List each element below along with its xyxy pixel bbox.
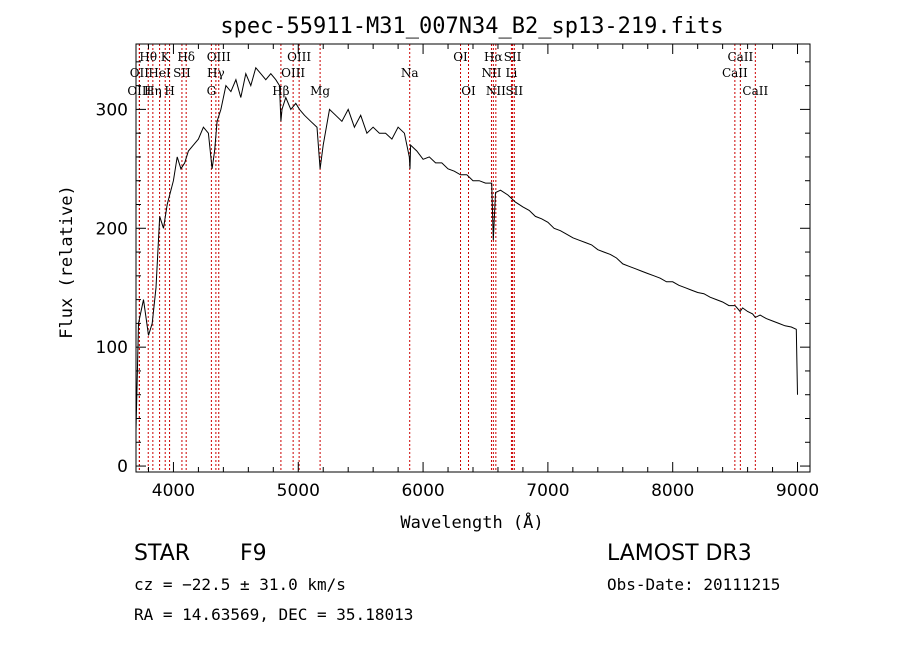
spectral-line-label: OIII bbox=[207, 50, 231, 64]
spectral-line-label: NII bbox=[481, 66, 501, 80]
survey-name: LAMOST DR3 bbox=[607, 541, 752, 566]
spectral-line-label: NII bbox=[486, 84, 506, 98]
x-tick-label: 9000 bbox=[776, 481, 819, 501]
y-axis-label: Flux (relative) bbox=[57, 185, 77, 339]
redshift-cz: cz = −22.5 ± 31.0 km/s bbox=[134, 575, 346, 594]
x-tick-label: 4000 bbox=[152, 481, 195, 501]
spectral-line-label: OIII bbox=[127, 84, 151, 98]
object-class: STAR bbox=[134, 541, 190, 566]
object-subclass: F9 bbox=[240, 541, 267, 566]
spectral-line-label: Li bbox=[506, 66, 518, 80]
plot-frame bbox=[135, 43, 811, 473]
spectral-line-label: CaII bbox=[742, 84, 768, 98]
y-tick-label: 100 bbox=[96, 338, 128, 358]
spectral-line-label: OII bbox=[130, 66, 150, 80]
spectral-line-label: OIII bbox=[287, 50, 311, 64]
spectrum-series bbox=[135, 66, 798, 431]
spectral-line-label: Na bbox=[401, 66, 419, 80]
spectral-line-label: Hβ bbox=[272, 84, 289, 98]
spectral-line-label: OI bbox=[453, 50, 468, 64]
spectral-line-label: G bbox=[207, 84, 217, 98]
spectral-line-label: SII bbox=[173, 66, 191, 80]
x-tick-label: 7000 bbox=[526, 481, 569, 501]
y-tick-label: 0 bbox=[117, 457, 128, 477]
spectral-line-label: Hη bbox=[144, 84, 162, 98]
y-tick-label: 300 bbox=[96, 100, 128, 120]
x-axis-ticks: 4000 5000 6000 7000 8000 9000 bbox=[147, 44, 819, 501]
spectral-line-label: Mg bbox=[310, 84, 330, 98]
spectral-line-markers bbox=[138, 44, 756, 472]
chart-title: spec-55911-M31_007N34_B2_sp13-219.fits bbox=[220, 14, 723, 39]
spectral-line-label: OI bbox=[461, 84, 476, 98]
spectral-line-label: Hγ bbox=[207, 66, 225, 80]
x-tick-label: 6000 bbox=[401, 481, 444, 501]
spectral-line-label: HeI bbox=[148, 66, 171, 80]
spectral-line-label: OIII bbox=[281, 66, 305, 80]
spectral-line-label: SII bbox=[504, 50, 522, 64]
spectral-line-label: Hδ bbox=[177, 50, 195, 64]
x-axis-label: Wavelength (Å) bbox=[400, 511, 543, 533]
y-tick-label: 200 bbox=[96, 219, 128, 239]
ra-dec: RA = 14.63569, DEC = 35.18013 bbox=[134, 605, 413, 624]
y-axis-ticks: 0 100 200 300 bbox=[96, 61, 810, 477]
spectral-line-label: K bbox=[161, 50, 171, 64]
x-tick-label: 5000 bbox=[277, 481, 320, 501]
observation-date: Obs-Date: 20111215 bbox=[607, 575, 780, 594]
spectral-line-label: Hθ bbox=[139, 50, 157, 64]
spectral-line-label: SII bbox=[505, 84, 523, 98]
spectral-line-label: H bbox=[164, 84, 174, 98]
x-tick-label: 8000 bbox=[651, 481, 694, 501]
spectral-line-label: CaII bbox=[727, 50, 753, 64]
spectral-line-label: CaII bbox=[722, 66, 748, 80]
spectral-line-label: Hα bbox=[484, 50, 503, 64]
